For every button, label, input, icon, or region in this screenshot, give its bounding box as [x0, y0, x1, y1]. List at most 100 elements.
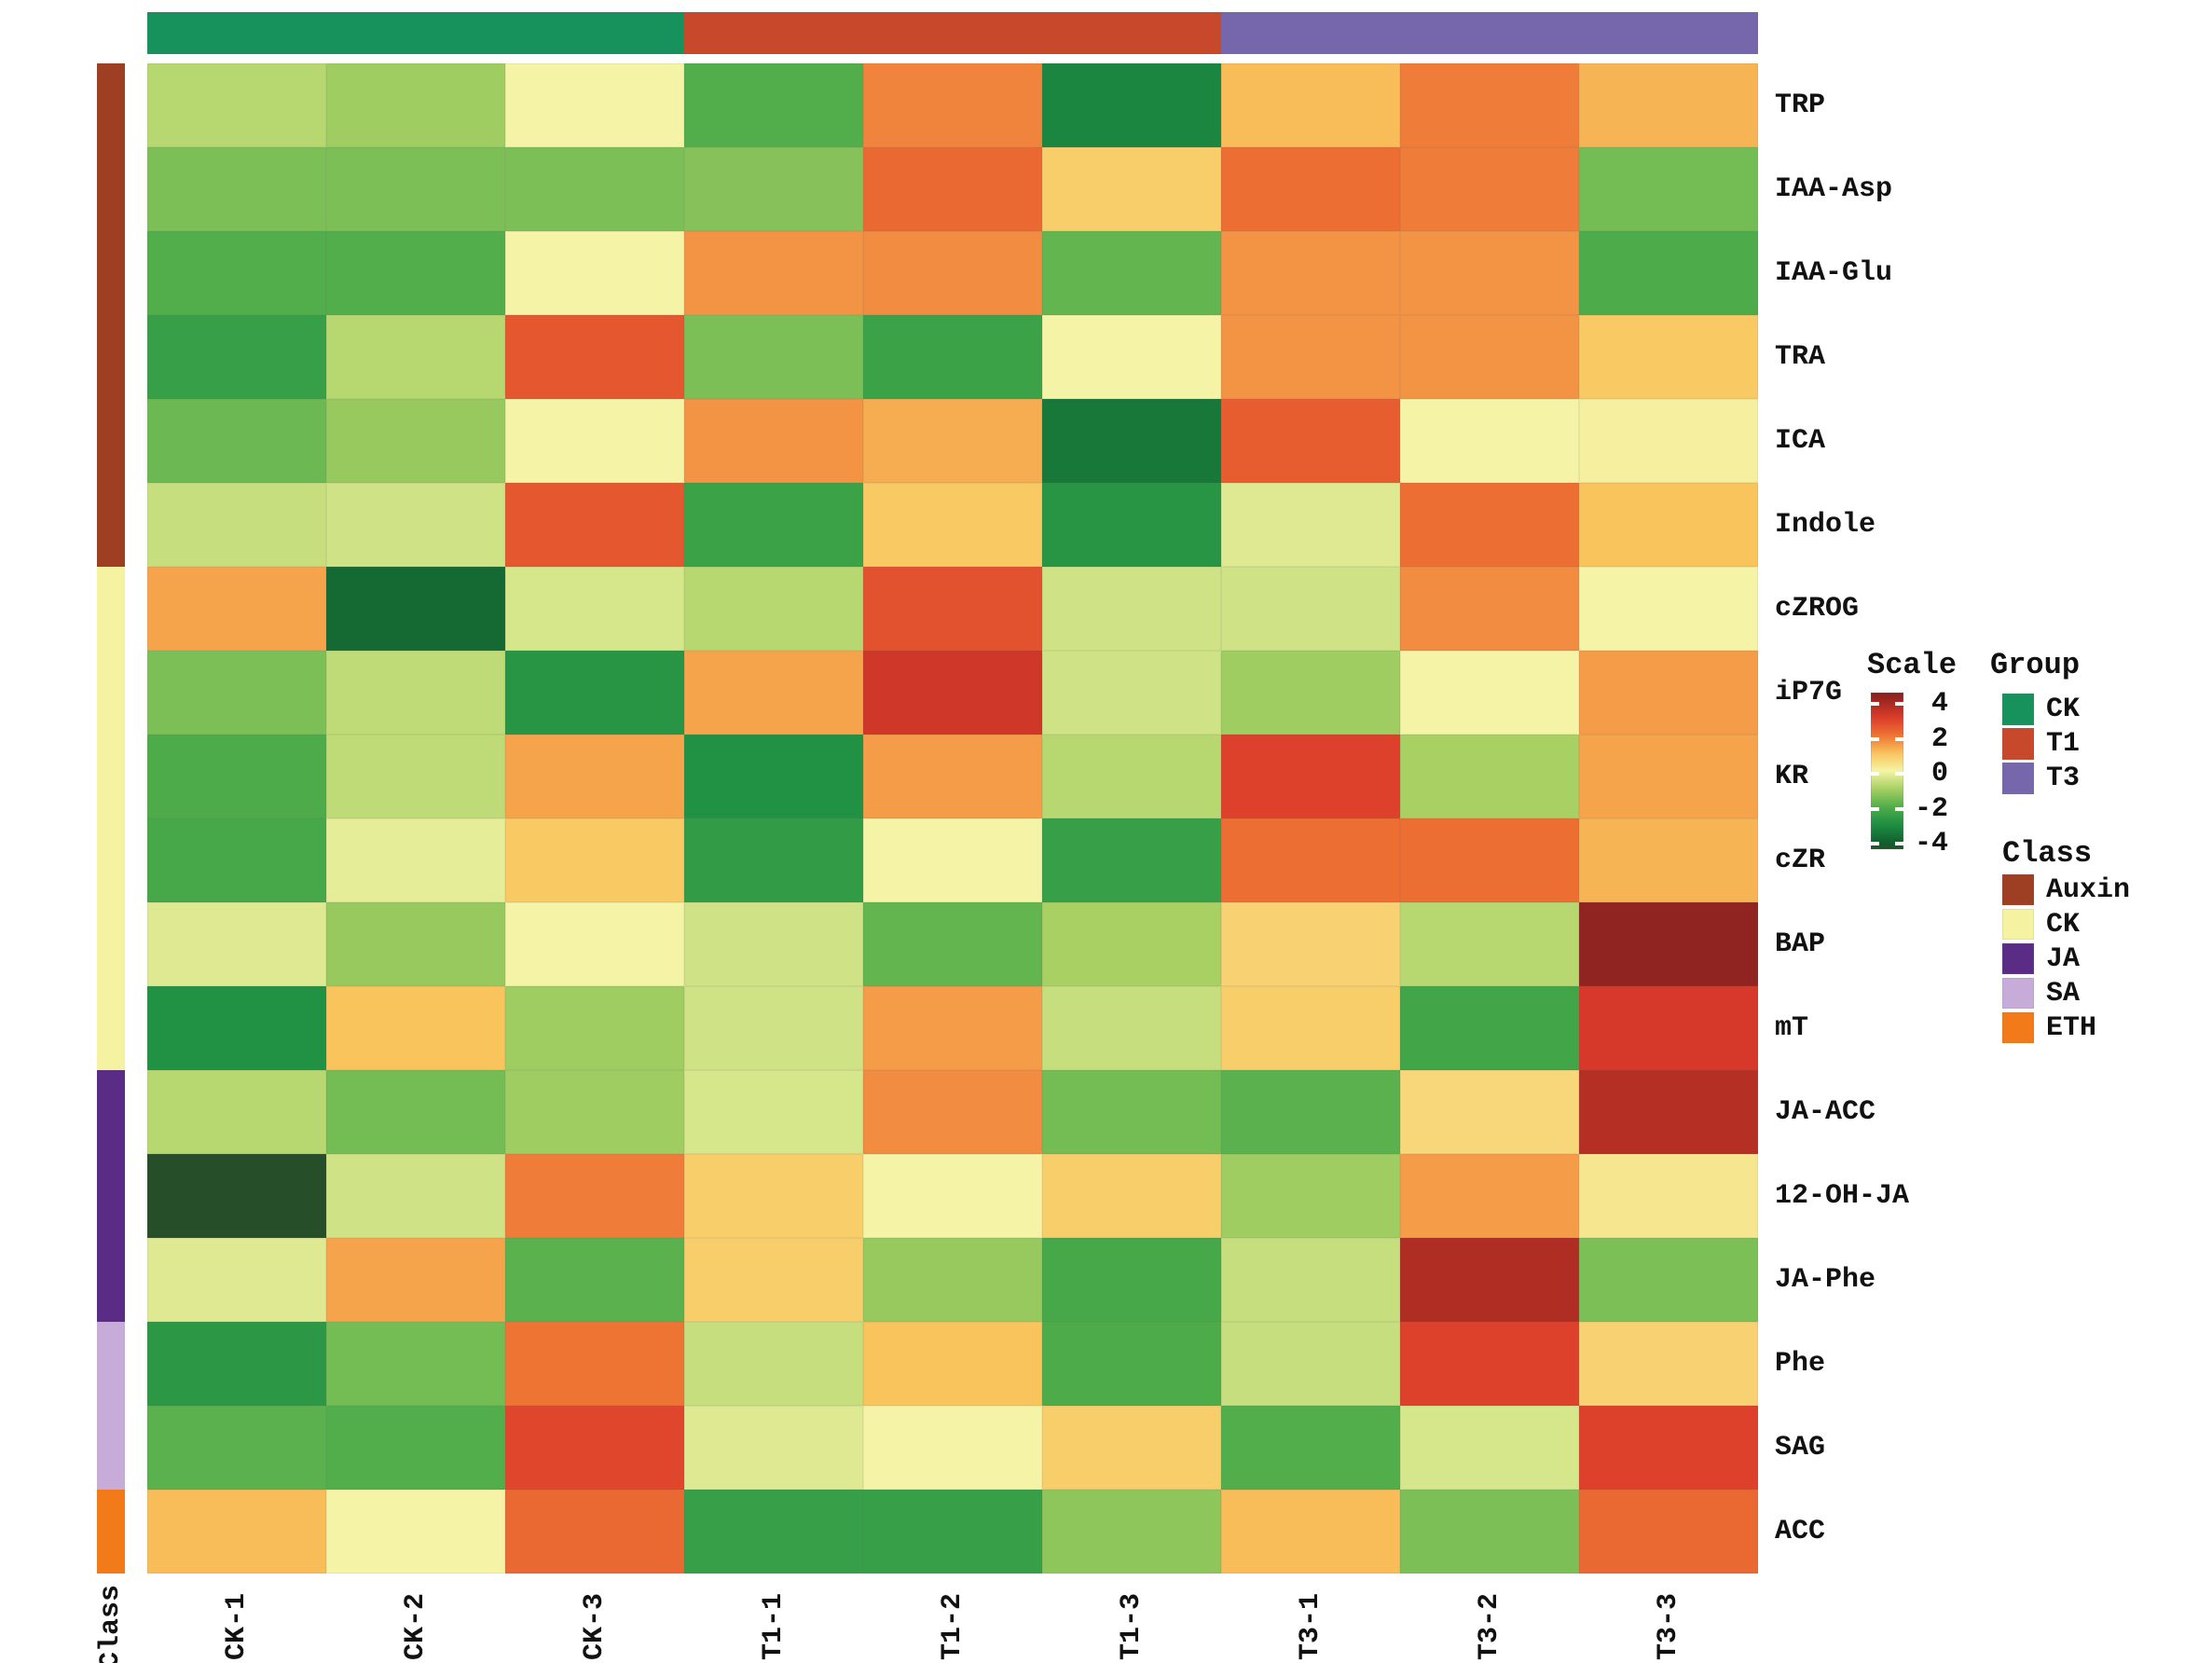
heatmap-cell [326, 1322, 505, 1406]
heatmap-cell [684, 1406, 863, 1490]
column-label: T3-3 [1653, 1593, 1684, 1661]
heatmap-cell [505, 231, 684, 315]
heatmap-cell [1221, 986, 1400, 1070]
heatmap-cell [1579, 1406, 1758, 1490]
class-legend-swatch [2002, 874, 2034, 905]
heatmap-cell [1221, 1070, 1400, 1154]
heatmap-cell [147, 902, 326, 986]
heatmap-cell [326, 651, 505, 735]
heatmap-cell [505, 651, 684, 735]
heatmap-cell [863, 1070, 1042, 1154]
heatmap-cell [1042, 986, 1221, 1070]
heatmap-cell [1400, 902, 1579, 986]
heatmap-cell [326, 147, 505, 231]
heatmap-cell [863, 231, 1042, 315]
heatmap-cell [684, 902, 863, 986]
scale-legend-title: Scale [1867, 648, 1958, 682]
heatmap-cell [863, 147, 1042, 231]
heatmap-cell [863, 483, 1042, 567]
heatmap-cell [326, 399, 505, 483]
heatmap-cell [326, 1406, 505, 1490]
heatmap-cell [326, 818, 505, 902]
heatmap-cell [147, 735, 326, 818]
column-group-segment [684, 12, 1221, 54]
column-label: CK-2 [400, 1593, 432, 1661]
colorbar-tick-label: 4 [1930, 688, 1948, 720]
row-label: IAA-Glu [1775, 257, 1893, 289]
row-label: Phe [1775, 1348, 1826, 1380]
heatmap-cell [1042, 818, 1221, 902]
column-label: T3-2 [1474, 1593, 1505, 1661]
column-label: CK-3 [579, 1593, 611, 1661]
row-label: mT [1775, 1012, 1809, 1044]
heatmap-cell [1221, 1238, 1400, 1322]
column-group-segment [147, 12, 684, 54]
heatmap-cell [1221, 483, 1400, 567]
row-label: JA-ACC [1775, 1096, 1876, 1128]
class-legend-label: Auxin [2046, 873, 2131, 906]
heatmap-cell [1400, 567, 1579, 651]
class-legend-swatch [2002, 909, 2034, 940]
heatmap-cell [684, 818, 863, 902]
heatmap-cell [684, 399, 863, 483]
heatmap-cell [1042, 1406, 1221, 1490]
heatmap-cell [147, 231, 326, 315]
class-axis-label-text: Class [95, 1585, 127, 1663]
colorbar-tick [1895, 842, 1903, 845]
colorbar-tick-label: 2 [1930, 722, 1948, 755]
heatmap-cell [1579, 735, 1758, 818]
heatmap-cell [1579, 1154, 1758, 1238]
heatmap-cell [326, 1070, 505, 1154]
heatmap-cell [505, 986, 684, 1070]
heatmap-cell [863, 63, 1042, 147]
heatmap-cell [1042, 1154, 1221, 1238]
heatmap-cell [1579, 986, 1758, 1070]
row-class-segment [97, 1490, 125, 1574]
heatmap-cell [505, 818, 684, 902]
heatmap-cell [326, 315, 505, 399]
heatmap-cell [147, 399, 326, 483]
column-group-segment [1221, 12, 1758, 54]
heatmap-cell [147, 567, 326, 651]
class-legend-swatch [2002, 978, 2034, 1009]
row-label: SAG [1775, 1432, 1826, 1464]
heatmap-cell [1221, 902, 1400, 986]
heatmap-cell [326, 986, 505, 1070]
heatmap-cell [326, 567, 505, 651]
heatmap-cell [326, 1238, 505, 1322]
heatmap-cell [1579, 1070, 1758, 1154]
scale-colorbar [1871, 693, 1903, 849]
heatmap-cell [863, 818, 1042, 902]
group-legend-title: Group [1990, 648, 2081, 682]
heatmap-cell [684, 1322, 863, 1406]
heatmap-cell [684, 1238, 863, 1322]
heatmap-cell [1221, 399, 1400, 483]
heatmap-cell [1579, 567, 1758, 651]
class-legend-label: CK [2046, 908, 2081, 941]
heatmap-cell [1579, 231, 1758, 315]
heatmap-cell [1579, 315, 1758, 399]
heatmap-cell [147, 1238, 326, 1322]
heatmap-cell [1579, 399, 1758, 483]
heatmap-cell [1579, 1238, 1758, 1322]
heatmap-cell [505, 1322, 684, 1406]
heatmap-cell [326, 63, 505, 147]
heatmap-cell [1579, 147, 1758, 231]
class-legend-swatch [2002, 943, 2034, 974]
heatmap-cell [1221, 818, 1400, 902]
heatmap-cell [684, 567, 863, 651]
heatmap-cell [147, 483, 326, 567]
heatmap-cell [1042, 399, 1221, 483]
row-label: cZR [1775, 845, 1826, 876]
row-class-segment [97, 1322, 125, 1490]
colorbar-tick [1871, 842, 1879, 845]
heatmap-cell [1221, 315, 1400, 399]
colorbar-tick [1871, 736, 1879, 741]
heatmap-cell [1400, 399, 1579, 483]
heatmap-cell [1221, 231, 1400, 315]
column-label: T1-3 [1116, 1593, 1147, 1661]
row-label: ACC [1775, 1516, 1826, 1547]
heatmap-cell [684, 147, 863, 231]
colorbar-tick [1895, 806, 1903, 811]
